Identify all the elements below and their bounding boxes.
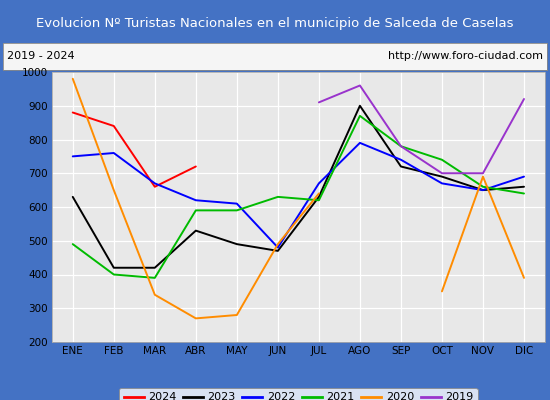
Text: http://www.foro-ciudad.com: http://www.foro-ciudad.com <box>388 51 543 61</box>
Text: 2019 - 2024: 2019 - 2024 <box>7 51 75 61</box>
Legend: 2024, 2023, 2022, 2021, 2020, 2019: 2024, 2023, 2022, 2021, 2020, 2019 <box>119 388 478 400</box>
Text: Evolucion Nº Turistas Nacionales en el municipio de Salceda de Caselas: Evolucion Nº Turistas Nacionales en el m… <box>36 16 514 30</box>
